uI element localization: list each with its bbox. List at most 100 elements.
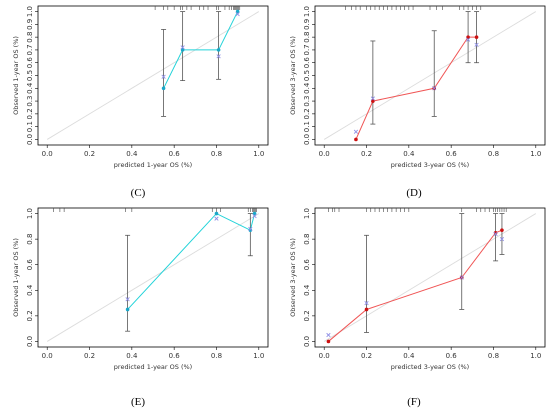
y-tick-label: 0.0 [303,336,311,347]
y-tick-label: 0.2 [303,310,311,321]
x-tick-label: 0.8 [211,150,222,158]
y-axis-label: Observed 1-year OS (%) [12,36,20,115]
calibration-panel-3: 0.0 0.2 0.4 0.6 0.8 1.0 0.0 0.2 0.4 0.6 0.8 1.0 pred… [12,207,269,371]
panel-label: (C) [131,187,146,199]
y-tick-label: 0.4 [26,82,34,94]
x-tick-label: 1.0 [530,352,541,360]
panel-label: (F) [407,396,421,408]
y-tick-label: 1.0 [303,208,311,219]
calibration-panel-4: 0.0 0.2 0.4 0.6 0.8 1.0 0.0 0.2 0.4 0.6 0.8 1.0 pred… [289,207,546,371]
y-axis-label: Observed 3-year OS (%) [289,238,297,317]
x-tick-label: 0.2 [84,150,95,158]
y-tick-label: 0.6 [303,57,311,69]
plot-frame [37,207,269,348]
ideal-line [46,213,260,342]
ideal-line [323,213,537,342]
observed-point [161,86,166,91]
y-tick-label: 0.1 [26,121,34,132]
ideal-line [323,11,537,140]
y-tick-label: 0.2 [26,108,34,119]
y-tick-label: 1.0 [303,6,311,17]
bias-corrected-marker [465,37,471,42]
y-tick-label: 0.8 [303,234,311,245]
bias-corrected-marker [459,275,464,280]
y-tick-label: 0.4 [303,284,311,296]
y-axis-label: Observed 1-year OS (%) [12,238,20,317]
x-tick-label: 0.4 [126,150,138,158]
observed-point [235,9,240,14]
observed-point [326,339,331,344]
bias-corrected-marker [180,45,185,50]
bias-corrected-marker [364,300,369,306]
calibration-line [328,229,503,342]
observed-point [180,48,185,52]
observed-point [466,35,470,39]
observed-point [354,137,358,142]
panel-label: (E) [131,396,145,408]
y-tick-label: 0.1 [303,121,311,132]
x-tick-label: 0.8 [211,352,222,360]
y-tick-label: 0.6 [26,259,34,271]
y-tick-label: 0.5 [303,70,311,81]
y-tick-label: 0.8 [26,234,34,245]
y-tick-label: 0.7 [303,44,311,55]
x-axis-label: predicted 1-year OS (%) [114,363,192,371]
y-tick-label: 0.6 [303,259,311,271]
y-tick-label: 0.6 [26,57,34,69]
bias-corrected-marker [248,226,253,232]
calibration-panel-1: 0.0 0.2 0.4 0.6 0.8 1.00.00.10.20.30.40.50.60… [12,5,269,169]
bias-corrected-marker [235,11,240,17]
bias-corrected-marker [474,42,479,47]
y-tick-label: 0.4 [26,284,34,296]
observed-point [214,211,219,216]
calibration-line [127,212,256,310]
x-tick-label: 0.0 [42,150,53,158]
x-tick-label: 0.0 [319,352,330,360]
panel-label: (D) [406,187,422,199]
calibration-line [163,11,239,89]
y-tick-label: 0.3 [303,96,311,107]
bias-corrected-marker [353,129,359,134]
x-tick-label: 0.6 [446,150,458,158]
observed-point [474,35,479,39]
observed-point [252,211,257,216]
x-tick-label: 1.0 [253,150,264,158]
y-tick-label: 0.0 [26,336,34,347]
bias-corrected-marker [493,231,498,237]
x-tick-label: 0.4 [403,352,415,360]
bias-corrected-marker [326,332,331,338]
x-tick-label: 0.6 [169,352,181,360]
plot-frame [314,207,546,348]
y-tick-label: 1.0 [26,208,34,219]
bias-corrected-marker [161,74,166,79]
x-tick-label: 0.6 [446,352,458,360]
bias-corrected-marker [370,96,375,101]
x-axis-label: predicted 3-year OS (%) [391,363,469,371]
observed-point [500,228,504,232]
bias-corrected-marker [125,297,130,302]
y-tick-label: 0.8 [303,32,311,43]
x-tick-label: 0.2 [361,352,372,360]
y-tick-label: 1.0 [26,6,34,17]
x-tick-label: 0.8 [488,352,499,360]
x-tick-label: 1.0 [530,150,541,158]
x-tick-label: 0.0 [319,150,330,158]
x-axis-label: predicted 1-year OS (%) [114,161,192,169]
y-tick-label: 0.3 [26,96,34,107]
x-tick-label: 0.2 [361,150,372,158]
y-tick-label: 0.5 [26,70,34,81]
y-tick-label: 0.4 [303,82,311,94]
x-tick-label: 0.0 [42,352,53,360]
calibration-panel-2: 0.0 0.2 0.4 0.6 0.8 1.00.00.10.20.30.40.50.60… [289,5,546,169]
observed-point [371,99,375,103]
bias-corrected-marker [499,237,505,242]
ideal-line [46,11,260,140]
x-tick-label: 0.2 [84,352,95,360]
y-tick-label: 0.8 [26,32,34,43]
x-tick-label: 0.4 [126,352,138,360]
y-tick-label: 0.7 [26,44,34,55]
x-tick-label: 0.8 [488,150,499,158]
y-tick-label: 0.0 [26,134,34,145]
y-tick-label: 0.2 [303,108,311,119]
